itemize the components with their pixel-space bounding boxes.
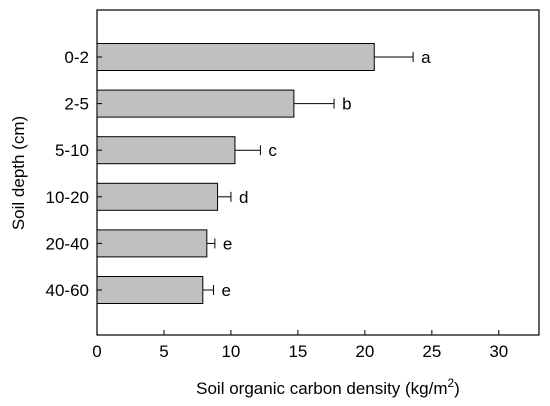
y-tick-label-0-2: 0-2 [64, 48, 89, 67]
bar-10-20 [96, 182, 219, 211]
y-tick-label-20-40: 20-40 [46, 234, 89, 253]
x-tick-label-15: 15 [288, 342, 307, 361]
y-tick-label-40-60: 40-60 [46, 281, 89, 300]
significance-letter-20-40: e [223, 234, 232, 253]
plot-frame [96, 9, 540, 336]
x-tick-label-20: 20 [355, 342, 374, 361]
significance-letter-10-20: d [239, 188, 248, 207]
y-axis-title: Soil depth (cm) [9, 116, 28, 230]
y-axis-ticks: 0-2 2-5 5-10 10-20 20-40 40-60 [46, 48, 102, 300]
significance-letter-5-10: c [268, 141, 277, 160]
x-tick-label-5: 5 [159, 342, 168, 361]
x-tick-label-25: 25 [422, 342, 441, 361]
x-tick-label-30: 30 [489, 342, 508, 361]
significance-letter-40-60: e [222, 281, 231, 300]
x-axis-ticks: 0 5 10 15 20 25 30 [92, 330, 508, 361]
x-axis-title-superscript: 2 [447, 376, 454, 390]
bar-5-10 [96, 136, 236, 165]
significance-letter-0-2: a [421, 48, 431, 67]
bar-40-60 [96, 276, 204, 304]
x-axis-title: Soil organic carbon density (kg/m2) [196, 376, 460, 398]
y-tick-label-2-5: 2-5 [64, 95, 89, 114]
bar-2-5 [96, 89, 295, 118]
bar-20-40 [96, 229, 208, 258]
x-tick-label-10: 10 [221, 342, 240, 361]
y-tick-label-5-10: 5-10 [55, 141, 89, 160]
y-tick-label-10-20: 10-20 [46, 188, 89, 207]
x-tick-label-0: 0 [92, 342, 101, 361]
bars-group: a b c d e e [96, 43, 431, 304]
significance-letter-2-5: b [342, 95, 351, 114]
bar-0-2 [96, 43, 375, 71]
